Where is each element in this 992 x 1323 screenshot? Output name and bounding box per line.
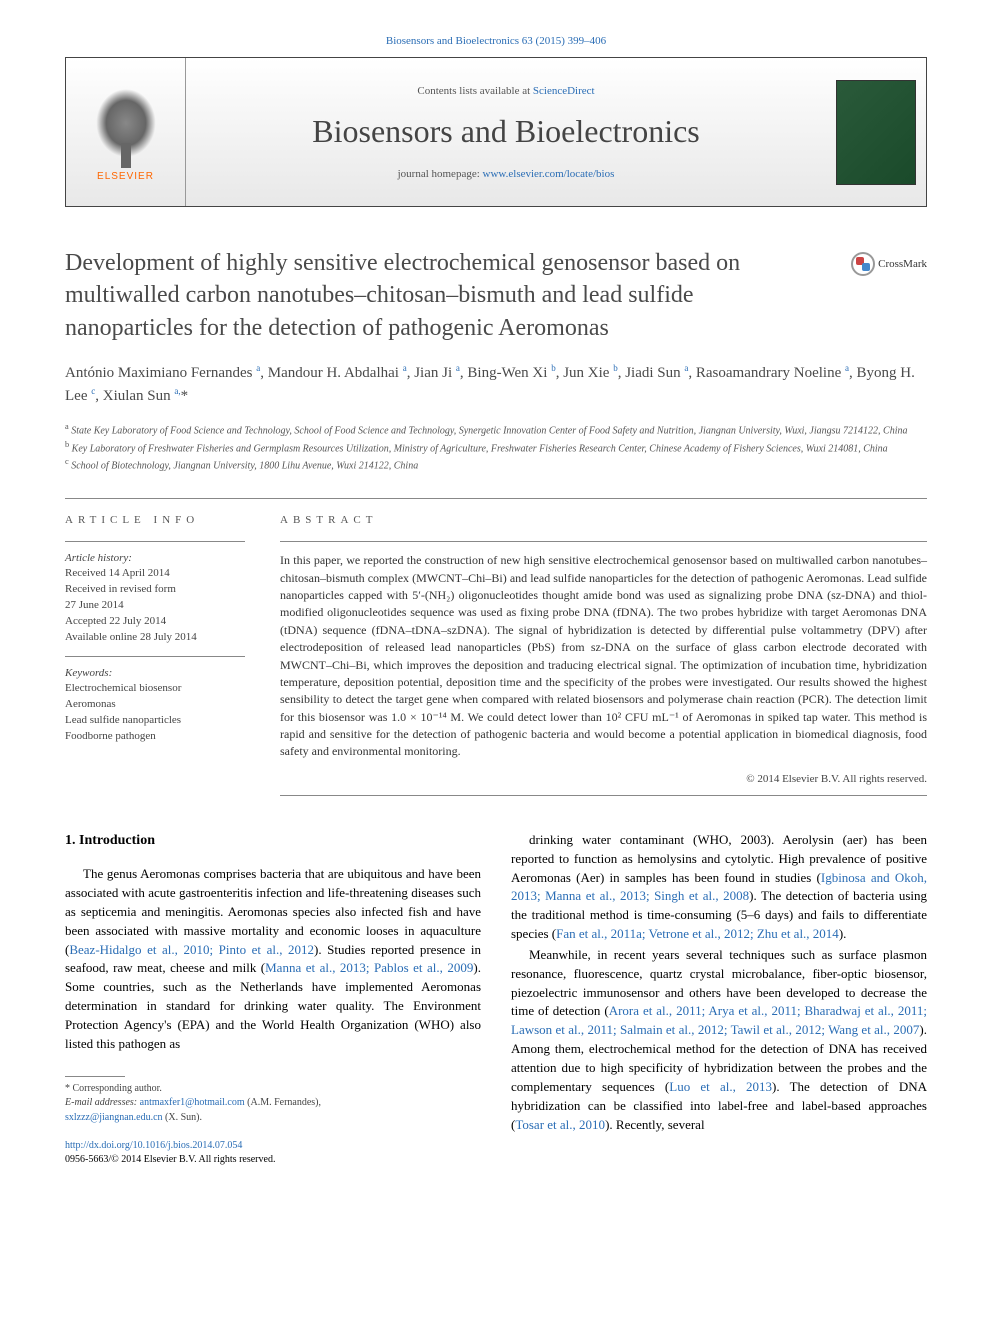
homepage-prefix: journal homepage: <box>398 168 483 180</box>
email-line-2: sxlzzz@jiangnan.edu.cn (X. Sun). <box>65 1111 481 1126</box>
journal-name: Biosensors and Bioelectronics <box>312 113 699 150</box>
crossmark-label: CrossMark <box>878 257 927 272</box>
email-name-1: (A.M. Fernandes), <box>245 1097 321 1108</box>
email-label: E-mail addresses: <box>65 1097 140 1108</box>
homepage-link[interactable]: www.elsevier.com/locate/bios <box>483 168 615 180</box>
elsevier-tree-icon <box>91 83 161 163</box>
abstract-col: ABSTRACT In this paper, we reported the … <box>270 514 927 796</box>
cover-thumbnail[interactable] <box>826 58 926 206</box>
history-text: Received 14 April 2014Received in revise… <box>65 566 245 646</box>
affiliation-b: b Key Laboratory of Freshwater Fisheries… <box>65 439 927 456</box>
body-col-left: 1. Introduction The genus Aeromonas comp… <box>65 831 481 1167</box>
article-info-col: ARTICLE INFO Article history: Received 1… <box>65 514 270 796</box>
affiliation-c: c School of Biotechnology, Jiangnan Univ… <box>65 456 927 473</box>
email-link-2[interactable]: sxlzzz@jiangnan.edu.cn <box>65 1112 163 1123</box>
abstract-text: In this paper, we reported the construct… <box>280 552 927 761</box>
footnote-separator <box>65 1076 125 1077</box>
journal-banner: ELSEVIER Contents lists available at Sci… <box>65 57 927 207</box>
contents-prefix: Contents lists available at <box>417 85 532 97</box>
body-col-right: drinking water contaminant (WHO, 2003). … <box>511 831 927 1167</box>
elsevier-logo[interactable]: ELSEVIER <box>66 58 186 206</box>
history-label: Article history: <box>65 552 245 564</box>
keywords-label: Keywords: <box>65 667 245 679</box>
footnotes: * Corresponding author. E-mail addresses… <box>65 1082 481 1126</box>
email-line: E-mail addresses: antmaxfer1@hotmail.com… <box>65 1096 481 1111</box>
issn-line: 0956-5663/© 2014 Elsevier B.V. All right… <box>65 1153 481 1167</box>
journal-homepage: journal homepage: www.elsevier.com/locat… <box>398 168 615 180</box>
keywords-text: Electrochemical biosensorAeromonasLead s… <box>65 681 245 745</box>
corresponding-author: * Corresponding author. <box>65 1082 481 1097</box>
info-abstract-row: ARTICLE INFO Article history: Received 1… <box>65 514 927 796</box>
abstract-heading: ABSTRACT <box>280 514 927 526</box>
abstract-copyright: © 2014 Elsevier B.V. All rights reserved… <box>280 773 927 785</box>
doi-link[interactable]: http://dx.doi.org/10.1016/j.bios.2014.07… <box>65 1140 242 1151</box>
intro-para-3: Meanwhile, in recent years several techn… <box>511 946 927 1134</box>
section-heading: 1. Introduction <box>65 831 481 851</box>
doi-block: http://dx.doi.org/10.1016/j.bios.2014.07… <box>65 1139 481 1167</box>
crossmark-icon <box>851 252 875 276</box>
article-title: Development of highly sensitive electroc… <box>65 247 927 344</box>
article-info-heading: ARTICLE INFO <box>65 514 245 526</box>
contents-text: Contents lists available at ScienceDirec… <box>417 85 594 97</box>
body-columns: 1. Introduction The genus Aeromonas comp… <box>65 831 927 1167</box>
crossmark-badge[interactable]: CrossMark <box>851 252 927 276</box>
banner-center: Contents lists available at ScienceDirec… <box>186 58 826 206</box>
authors-list: António Maximiano Fernandes a, Mandour H… <box>65 362 927 407</box>
email-link-1[interactable]: antmaxfer1@hotmail.com <box>140 1097 245 1108</box>
email-name-2: (X. Sun). <box>163 1112 202 1123</box>
affiliations: a State Key Laboratory of Food Science a… <box>65 421 927 473</box>
cover-image <box>836 80 916 185</box>
affiliation-a: a State Key Laboratory of Food Science a… <box>65 421 927 438</box>
citation-link[interactable]: Biosensors and Bioelectronics 63 (2015) … <box>65 35 927 47</box>
title-text: Development of highly sensitive electroc… <box>65 250 740 341</box>
divider <box>65 498 927 499</box>
elsevier-label: ELSEVIER <box>97 171 154 182</box>
intro-para-2: drinking water contaminant (WHO, 2003). … <box>511 831 927 944</box>
intro-para-1: The genus Aeromonas comprises bacteria t… <box>65 865 481 1053</box>
sciencedirect-link[interactable]: ScienceDirect <box>533 85 595 97</box>
